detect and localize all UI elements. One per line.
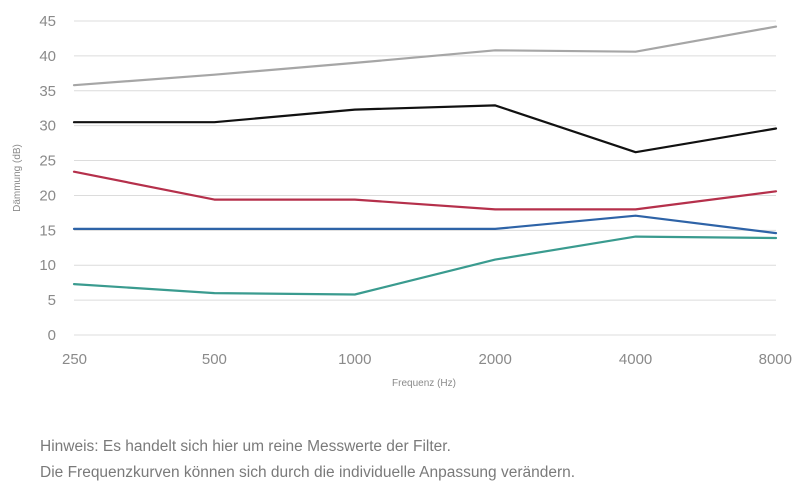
y-tick-label: 20 — [39, 187, 56, 204]
note-line-1: Hinweis: Es handelt sich hier um reine M… — [40, 438, 451, 455]
y-tick-label: 15 — [39, 222, 56, 239]
y-tick-label: 35 — [39, 83, 56, 100]
grid-lines — [74, 20, 776, 336]
x-tick-label: 250 — [62, 351, 87, 368]
x-tick-label: 1000 — [338, 351, 371, 368]
series-line-4 — [72, 214, 778, 235]
y-tick-label: 25 — [39, 153, 56, 170]
x-tick-label: 500 — [202, 351, 227, 368]
x-axis-ticks: 250 500 1000 2000 4000 8000 — [62, 351, 792, 368]
y-tick-label: 5 — [48, 292, 56, 309]
line-chart: 0 5 10 15 20 25 30 35 40 45 250 500 1000 2000 4000 800… — [12, 13, 792, 389]
y-tick-label: 0 — [48, 327, 56, 344]
series-line-3 — [72, 170, 778, 211]
series-line-1 — [72, 25, 778, 87]
series-lines — [72, 25, 778, 296]
series-line-2 — [72, 104, 778, 154]
series-line-5 — [72, 235, 778, 296]
x-tick-label: 8000 — [759, 351, 792, 368]
y-axis-label: Dämmung (dB) — [12, 144, 23, 212]
x-tick-label: 4000 — [619, 351, 652, 368]
y-tick-label: 10 — [39, 257, 56, 274]
x-tick-label: 2000 — [479, 351, 512, 368]
y-axis-ticks: 0 5 10 15 20 25 30 35 40 45 — [39, 13, 56, 344]
y-tick-label: 30 — [39, 118, 56, 135]
x-axis-label: Frequenz (Hz) — [392, 378, 456, 389]
y-tick-label: 40 — [39, 48, 56, 65]
note-line-2: Die Frequenzkurven können sich durch die… — [40, 464, 576, 481]
y-tick-label: 45 — [39, 13, 56, 30]
